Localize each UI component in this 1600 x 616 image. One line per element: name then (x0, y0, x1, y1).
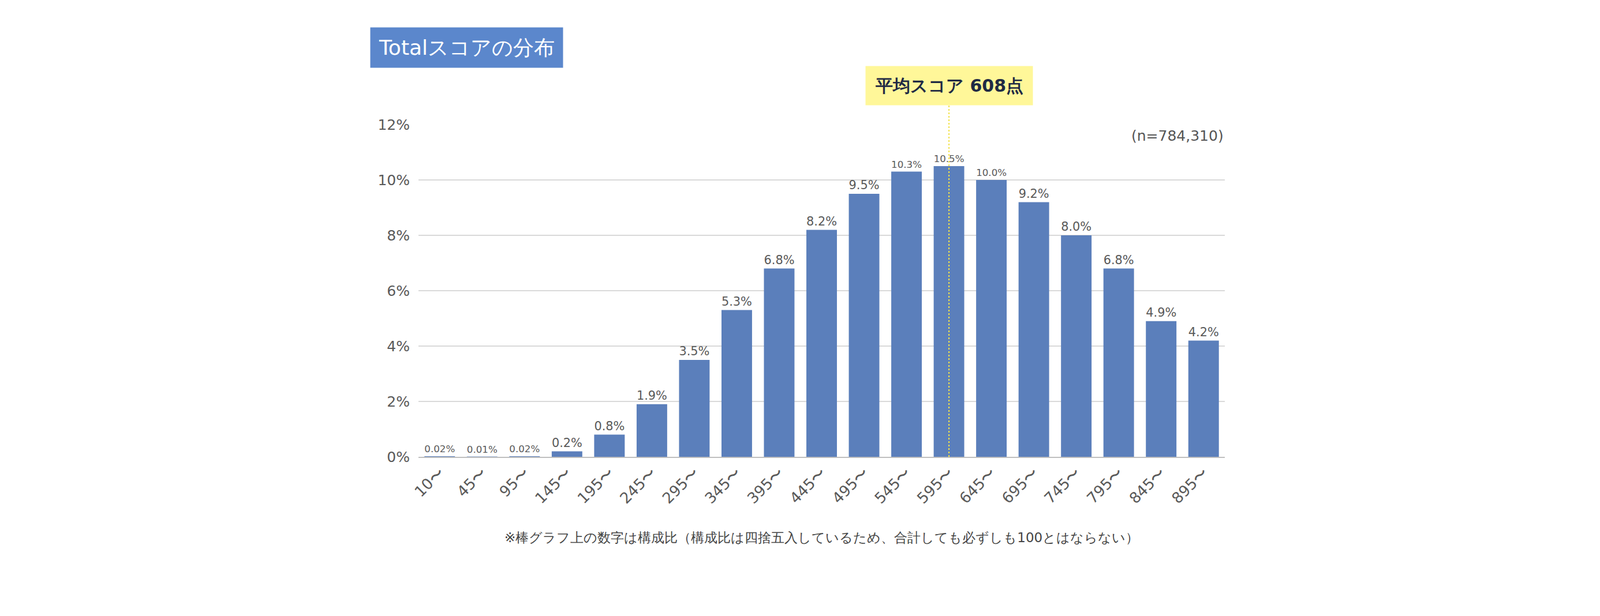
svg-text:395〜: 395〜 (744, 464, 788, 508)
svg-text:6%: 6% (386, 282, 410, 300)
svg-text:8%: 8% (386, 227, 410, 245)
svg-text:4.2%: 4.2% (1188, 325, 1220, 340)
svg-text:平均スコア 608点: 平均スコア 608点 (875, 75, 1024, 96)
svg-text:4.9%: 4.9% (1145, 305, 1177, 320)
svg-text:3.5%: 3.5% (678, 344, 710, 359)
svg-text:445〜: 445〜 (786, 464, 830, 508)
svg-text:※棒グラフ上の数字は構成比（構成比は四捨五入しているため、合: ※棒グラフ上の数字は構成比（構成比は四捨五入しているため、合計しても必ずしも10… (504, 530, 1139, 546)
svg-text:6.8%: 6.8% (764, 253, 795, 268)
svg-text:695〜: 695〜 (998, 464, 1042, 508)
svg-text:12%: 12% (377, 116, 410, 134)
svg-text:10%: 10% (377, 172, 410, 189)
svg-text:Totalスコアの分布: Totalスコアの分布 (378, 35, 555, 60)
svg-text:645〜: 645〜 (955, 464, 1000, 508)
svg-text:895〜: 895〜 (1168, 464, 1212, 508)
svg-text:95〜: 95〜 (495, 464, 533, 501)
svg-text:9.2%: 9.2% (1018, 187, 1050, 201)
svg-text:345〜: 345〜 (701, 464, 745, 508)
svg-text:245〜: 245〜 (616, 464, 660, 508)
svg-text:10.0%: 10.0% (976, 167, 1007, 179)
svg-text:10〜: 10〜 (410, 464, 448, 501)
svg-text:195〜: 195〜 (574, 464, 618, 508)
svg-text:145〜: 145〜 (531, 464, 575, 508)
svg-text:6.8%: 6.8% (1103, 253, 1135, 268)
svg-text:0.8%: 0.8% (593, 419, 625, 434)
svg-text:795〜: 795〜 (1083, 464, 1127, 508)
svg-text:0.02%: 0.02% (509, 443, 540, 455)
svg-text:0.02%: 0.02% (424, 443, 455, 455)
svg-text:4%: 4% (386, 338, 410, 355)
svg-text:495〜: 495〜 (828, 464, 873, 508)
svg-text:745〜: 745〜 (1040, 464, 1084, 508)
svg-text:0.2%: 0.2% (551, 436, 583, 451)
svg-text:2%: 2% (386, 393, 410, 411)
svg-text:595〜: 595〜 (913, 464, 957, 508)
svg-text:45〜: 45〜 (453, 464, 491, 501)
svg-text:0.01%: 0.01% (466, 444, 498, 456)
svg-text:8.0%: 8.0% (1060, 219, 1092, 234)
svg-text:845〜: 845〜 (1125, 464, 1169, 508)
svg-text:295〜: 295〜 (659, 464, 703, 508)
svg-text:10.5%: 10.5% (933, 153, 965, 165)
svg-text:9.5%: 9.5% (849, 178, 880, 193)
svg-text:10.3%: 10.3% (891, 159, 922, 171)
svg-text:8.2%: 8.2% (806, 214, 837, 229)
svg-text:0%: 0% (386, 449, 410, 466)
svg-text:545〜: 545〜 (870, 464, 915, 508)
svg-text:1.9%: 1.9% (636, 389, 668, 403)
svg-text:(n=784,310): (n=784,310) (1131, 127, 1224, 145)
svg-text:5.3%: 5.3% (721, 294, 753, 309)
